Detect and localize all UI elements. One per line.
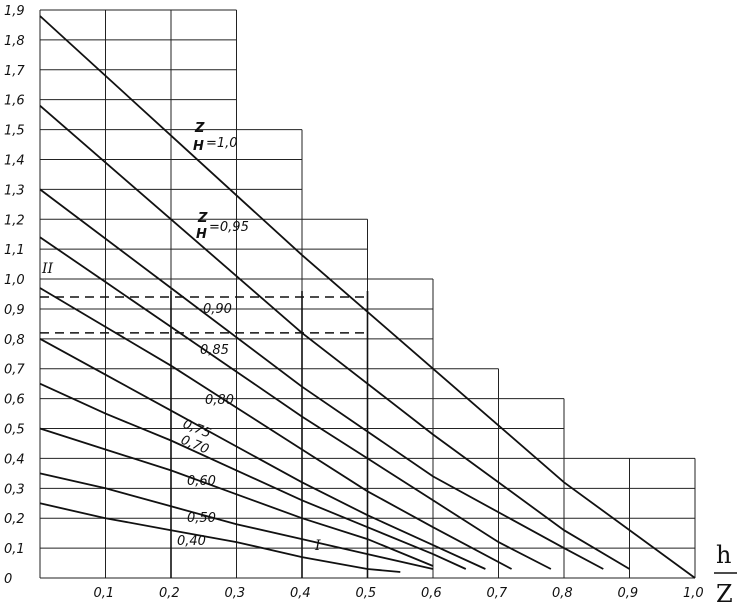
x-tick-label: 0,2: [159, 586, 180, 601]
y-tick-label: 0,8: [4, 333, 25, 348]
y-tick-label: 0,9: [4, 303, 25, 318]
y-tick-label: 1,5: [4, 124, 25, 139]
label-0-90: 0,90: [203, 302, 232, 317]
curve-Z-H-1-0: [39, 15, 696, 579]
label-z-h-0-95-num: Z: [197, 211, 208, 226]
y-tick-label: 1,2: [4, 213, 25, 228]
label-0-85: 0,85: [200, 343, 229, 358]
y-tick-label: 1,8: [4, 34, 25, 49]
y-tick-label: 1,0: [4, 273, 25, 288]
y-tick-label: 1,1: [4, 243, 25, 258]
y-tick-label: 1,4: [4, 153, 25, 168]
y-tick-label: 1,9: [4, 4, 25, 19]
curve-Z-H-0-95: [39, 105, 630, 570]
x-axis-label-denominator: Z: [716, 580, 733, 608]
y-tick-label: 0,5: [4, 423, 25, 438]
y-tick-label: 1,3: [4, 183, 25, 198]
x-axis-label-numerator: h: [716, 541, 731, 569]
y-tick-label: 0,4: [4, 452, 25, 467]
x-tick-label: 0,7: [487, 586, 508, 601]
label-z-h-0-95-den: H: [196, 227, 207, 242]
x-tick-label: 0,8: [552, 586, 573, 601]
curve-0-50: [39, 472, 434, 570]
label-0-40: 0,40: [177, 534, 206, 549]
tick-labels: 0 0,1 0,2 0,3 0,4 0,5 0,6 0,7 0,8 0,9 1,0 1,1 1,2 1,3…: [4, 4, 704, 601]
y-tick-label: 0: [4, 572, 12, 587]
y-tick-label: 0,6: [4, 393, 25, 408]
curve-0-75: [39, 338, 486, 570]
y-tick-label: 0,1: [4, 542, 25, 557]
x-tick-label: 0,3: [225, 586, 246, 601]
y-tick-label: 1,6: [4, 94, 25, 109]
label-z-h-1-0-den: H: [193, 139, 204, 154]
guide-label-II: II: [41, 261, 54, 277]
curve-0-80: [39, 287, 513, 570]
label-z-h-0-95-val: =0,95: [209, 220, 249, 235]
curve-0-40: [39, 502, 401, 573]
curve-0-70: [39, 382, 467, 570]
y-tick-label: 0,2: [4, 512, 25, 527]
curve-0-90: [39, 188, 604, 570]
curve-0-60: [39, 427, 434, 567]
curves: [39, 15, 696, 579]
curve-labels: Z H =1,0 Z H =0,95 0,90 0,85 0,80 0,75 0…: [177, 121, 249, 549]
curve-0-85: [39, 236, 552, 570]
label-z-h-1-0-val: =1,0: [206, 136, 238, 151]
x-tick-label: 0,9: [618, 586, 639, 601]
guide-label-I: I: [314, 538, 321, 554]
x-tick-label: 0,1: [94, 586, 115, 601]
label-0-60: 0,60: [187, 474, 216, 489]
x-tick-label: 0,5: [356, 586, 377, 601]
label-0-50: 0,50: [187, 511, 216, 526]
label-0-80: 0,80: [205, 393, 234, 408]
y-tick-label: 0,3: [4, 482, 25, 497]
y-tick-label: 1,7: [4, 64, 25, 79]
y-tick-label: 0,7: [4, 363, 25, 378]
x-tick-label: 0,6: [421, 586, 442, 601]
label-z-h-1-0-num: Z: [194, 121, 205, 136]
x-tick-label: 0,4: [290, 586, 311, 601]
x-tick-label: 1,0: [683, 586, 704, 601]
